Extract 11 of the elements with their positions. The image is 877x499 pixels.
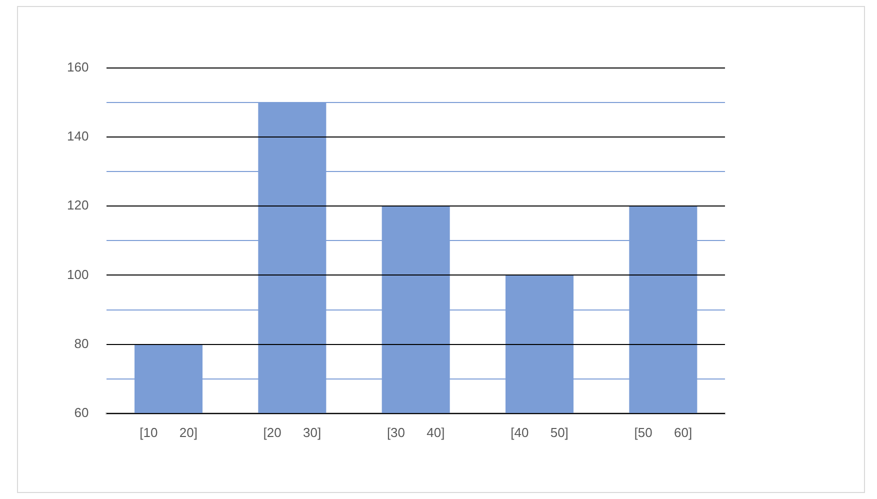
x-tick-label: [10 20] (140, 424, 198, 440)
x-tick-label: [40 50] (510, 424, 568, 440)
y-tick-label: 60 (74, 404, 89, 420)
x-tick-label: [20 30] (263, 424, 322, 440)
y-tick-label: 80 (74, 336, 89, 351)
x-tick-label: [30 40] (386, 424, 445, 440)
y-tick-label: 140 (66, 128, 89, 144)
y-tick-label: 120 (66, 198, 89, 213)
y-tick-label: 100 (66, 266, 89, 282)
x-tick-label: [50 60] (634, 424, 692, 440)
y-tick-label: 160 (66, 60, 89, 75)
